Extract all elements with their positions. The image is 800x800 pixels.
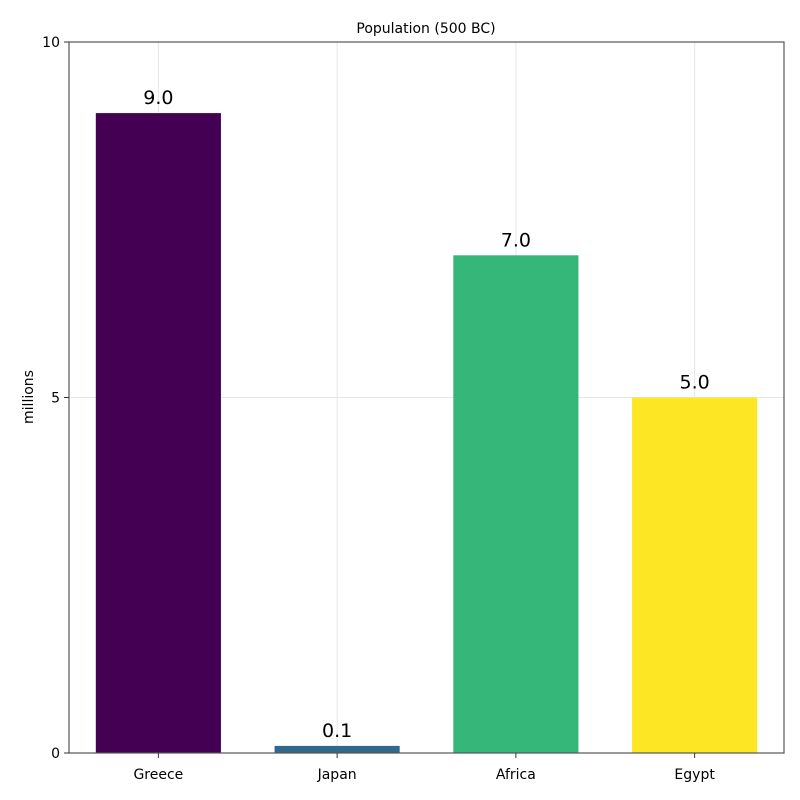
data-label-greece: 9.0	[143, 87, 173, 109]
bar-africa	[453, 255, 579, 754]
bars-layer	[95, 113, 758, 754]
bar-egypt	[632, 397, 758, 753]
ticks-layer: Greece Japan Africa Egypt 0 5 10	[42, 35, 715, 783]
y-tick-label: 10	[42, 35, 60, 51]
x-tick-label: Egypt	[674, 767, 715, 783]
data-labels-layer: 9.0 0.1 7.0 5.0	[143, 87, 709, 742]
data-label-japan: 0.1	[322, 720, 352, 742]
x-tick-label: Greece	[133, 767, 183, 783]
bar-greece	[95, 113, 221, 754]
y-axis-label: millions	[21, 370, 37, 424]
chart-title: Population (500 BC)	[356, 21, 495, 37]
data-label-africa: 7.0	[501, 229, 531, 251]
y-tick-label: 0	[51, 746, 60, 762]
x-tick-label: Japan	[317, 767, 357, 783]
y-tick-label: 5	[51, 391, 60, 407]
data-label-egypt: 5.0	[680, 372, 710, 394]
x-tick-label: Africa	[496, 767, 536, 783]
bar-japan	[274, 745, 400, 753]
